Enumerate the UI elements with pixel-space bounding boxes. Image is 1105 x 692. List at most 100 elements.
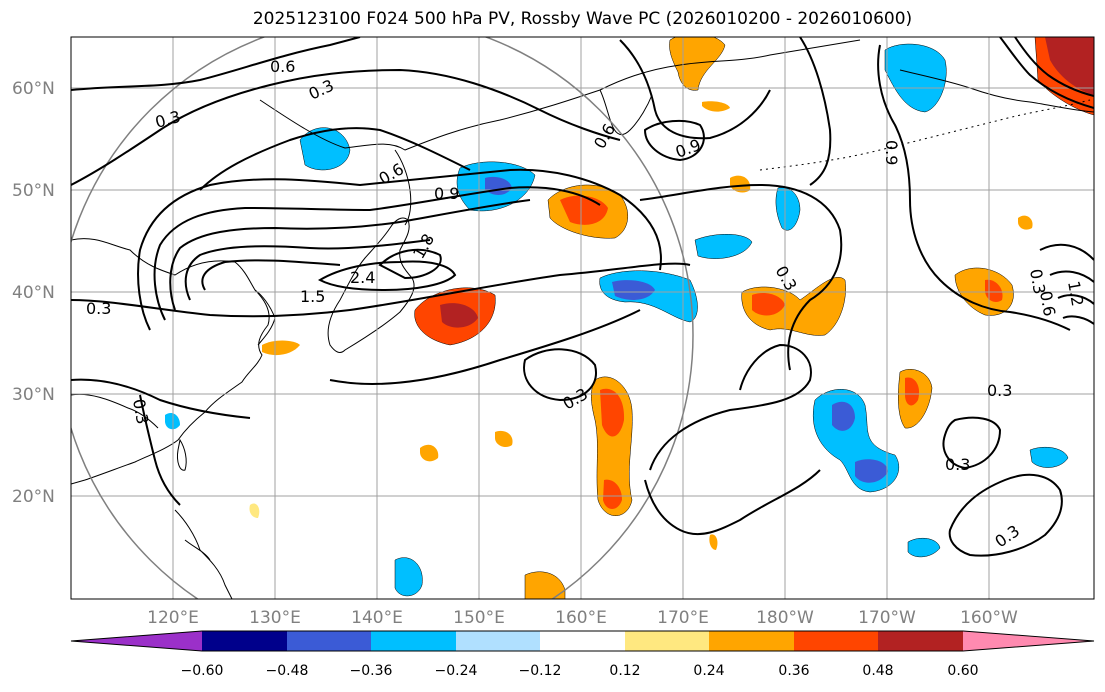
lat-label: 60°N bbox=[12, 79, 55, 99]
colorbar-segment bbox=[878, 631, 963, 651]
pv-contour bbox=[201, 259, 341, 291]
pc-blob-positive bbox=[709, 534, 718, 550]
coastline-russia-pacific bbox=[259, 39, 861, 151]
contour-label: 0.3 bbox=[945, 455, 970, 474]
lon-label: 180°W bbox=[756, 608, 814, 628]
pv-contour bbox=[1049, 270, 1094, 283]
pv-contour bbox=[71, 378, 251, 419]
pc-blob-positive bbox=[1045, 37, 1094, 95]
pc-blob-positive bbox=[420, 444, 439, 462]
coastline-alaska bbox=[899, 69, 1094, 113]
pv-contour bbox=[139, 394, 181, 506]
contour-label: 0.6 bbox=[1036, 289, 1059, 317]
pc-blob-negative bbox=[884, 43, 947, 113]
pc-blob-negative bbox=[907, 537, 941, 558]
pc-blob-positive bbox=[524, 571, 566, 599]
colorbar-segment bbox=[625, 631, 709, 651]
pv-contour bbox=[1014, 37, 1094, 97]
pc-blob-negative bbox=[832, 401, 855, 431]
pv-contour bbox=[71, 262, 691, 318]
contour-label: 0.6 bbox=[270, 57, 295, 76]
pc-blob-negative bbox=[299, 127, 351, 171]
pv-contour bbox=[137, 168, 662, 331]
pv-contour bbox=[71, 37, 361, 91]
colorbar-segment bbox=[371, 631, 456, 651]
colorbar-tick-label: 0.24 bbox=[693, 663, 724, 679]
colorbar-segment bbox=[456, 631, 540, 651]
contour-label: 0.9 bbox=[882, 140, 901, 165]
pv-contour bbox=[71, 68, 621, 186]
reference-circle bbox=[71, 37, 694, 599]
pv-contour bbox=[329, 309, 641, 385]
contour-label: 0.9 bbox=[434, 184, 459, 203]
pc-blob-negative bbox=[394, 557, 423, 597]
colorbar-tick-label: −0.60 bbox=[181, 663, 224, 679]
pv-contour bbox=[619, 39, 771, 140]
pv-contour bbox=[639, 183, 843, 371]
pv-contour bbox=[378, 248, 442, 280]
pv-contour bbox=[317, 260, 457, 292]
colorbar-segment bbox=[202, 631, 287, 651]
pc-blob-positive bbox=[730, 175, 751, 193]
pv-contour bbox=[877, 44, 1071, 331]
pc-blob-positive bbox=[905, 377, 920, 406]
contour-label: 1.5 bbox=[300, 287, 325, 306]
pv-contour bbox=[184, 239, 431, 301]
pc-blob-positive bbox=[440, 303, 478, 328]
colorbar-tick-label: −0.12 bbox=[519, 663, 562, 679]
pv-contour bbox=[523, 348, 597, 402]
colorbar-segment bbox=[287, 631, 371, 651]
pv-contour bbox=[942, 416, 1002, 470]
lon-label: 120°E bbox=[147, 608, 199, 628]
colorbar-extend-low bbox=[71, 631, 202, 651]
colorbar-tick-label: 0.36 bbox=[778, 663, 809, 679]
pv-contour bbox=[1039, 243, 1094, 261]
pv-contour bbox=[1057, 294, 1094, 305]
pc-blob-positive bbox=[495, 430, 513, 448]
lon-label: 130°E bbox=[249, 608, 301, 628]
contour-label: 0.3 bbox=[86, 299, 111, 318]
pv-contour bbox=[169, 199, 531, 311]
colorbar-tick-label: −0.24 bbox=[435, 663, 478, 679]
pc-blob-negative bbox=[1029, 447, 1069, 468]
coastline-china-inland bbox=[71, 393, 159, 429]
pv-contour bbox=[199, 127, 471, 191]
colorbar-tick-label: 0.48 bbox=[862, 663, 893, 679]
coastline-kamchatka bbox=[599, 89, 653, 136]
coastline-taiwan bbox=[177, 438, 187, 471]
contour-label: 2.4 bbox=[350, 268, 375, 287]
pv-contour bbox=[1062, 315, 1094, 325]
colorbar-segment bbox=[709, 631, 794, 651]
contour-label: 0.3 bbox=[129, 397, 152, 425]
lat-label: 40°N bbox=[12, 283, 55, 303]
lon-label: 170°W bbox=[858, 608, 916, 628]
coastlines bbox=[71, 39, 1094, 599]
pv-contour bbox=[649, 343, 812, 471]
coastline-philippines bbox=[174, 509, 233, 599]
pc-blob-negative bbox=[694, 234, 753, 259]
colorbar-extend-high bbox=[963, 631, 1094, 651]
figure-title: 2025123100 F024 500 hPa PV, Rossby Wave … bbox=[252, 9, 913, 29]
lon-label: 150°E bbox=[453, 608, 505, 628]
lon-label: 160°E bbox=[555, 608, 607, 628]
pv-contour bbox=[644, 469, 821, 536]
lon-axis: 120°E 130°E 140°E 150°E 160°E 170°E 180°… bbox=[147, 608, 1018, 628]
colorbar-tick-label: 0.60 bbox=[947, 663, 978, 679]
colorbar-tick-label: 0.12 bbox=[609, 663, 640, 679]
contour-label: 1.2 bbox=[1064, 279, 1087, 307]
pc-blob-negative bbox=[855, 459, 888, 483]
lon-label: 160°W bbox=[960, 608, 1018, 628]
pc-blob-negative bbox=[775, 187, 801, 231]
pv-contours bbox=[71, 37, 1094, 557]
pc-blob-positive bbox=[752, 293, 785, 316]
pv-contour bbox=[948, 473, 1063, 557]
pc-blob-positive bbox=[600, 388, 625, 437]
pv-contour bbox=[799, 37, 832, 186]
colorbar-segment bbox=[794, 631, 878, 651]
pv-contour bbox=[999, 37, 1094, 109]
colorbar-segment bbox=[540, 631, 625, 651]
lat-axis: 60°N 50°N 40°N 30°N 20°N bbox=[12, 79, 55, 507]
pc-blob-positive bbox=[603, 479, 622, 509]
pc-blob-positive bbox=[262, 340, 300, 356]
